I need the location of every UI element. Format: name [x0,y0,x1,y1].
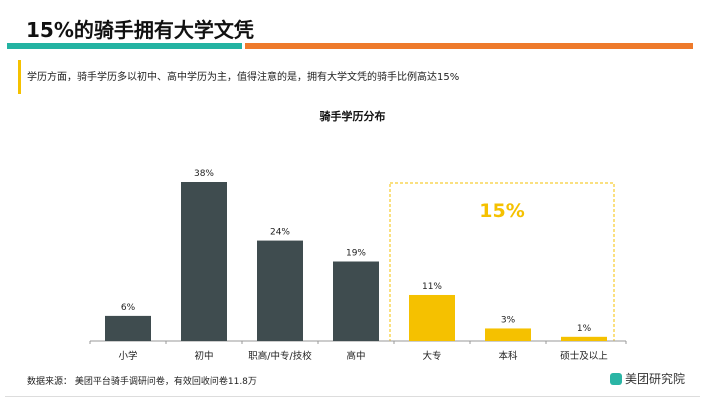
logo-text: 美团研究院 [625,372,686,386]
category-label: 小学 [118,350,137,362]
category-label: 硕士及以上 [560,350,608,362]
data-source: 数据来源： 美团平台骑手调研问卷，有效回收问卷11.8万 [27,377,257,387]
title-underline-orange [245,43,693,49]
page-title: 15%的骑手拥有大学文凭 [26,18,254,42]
chart-title: 骑手学历分布 [319,110,386,123]
data-label: 11% [422,282,442,292]
logo: 美团研究院 [610,370,685,387]
bar-1 [181,182,227,341]
subtitle-accent [18,60,21,94]
bar-4 [409,294,455,341]
category-label: 大专 [422,350,441,362]
bar-5 [485,328,531,341]
divider [5,396,700,397]
bar-3 [333,261,379,341]
subtitle: 学历方面，骑手学历多以初中、高中学历为主，值得注意的是，拥有大学文凭的骑手比例高… [27,72,460,83]
bar-0 [105,315,151,341]
highlight-box [389,182,615,342]
data-label: 38% [194,169,214,179]
title-underline-teal [7,43,242,49]
bar-6 [561,336,607,341]
category-label: 高中 [346,350,365,362]
category-label: 本科 [498,350,518,362]
data-label: 1% [577,324,592,334]
data-label: 6% [121,303,136,313]
highlight-label: 15% [479,200,524,222]
data-label: 24% [270,228,290,238]
meituan-logo-icon [610,372,622,385]
category-label: 初中 [194,350,213,362]
category-label: 职高/中专/技校 [248,350,312,362]
data-label: 19% [346,249,366,259]
bar-2 [257,240,303,341]
data-label: 3% [501,315,516,325]
